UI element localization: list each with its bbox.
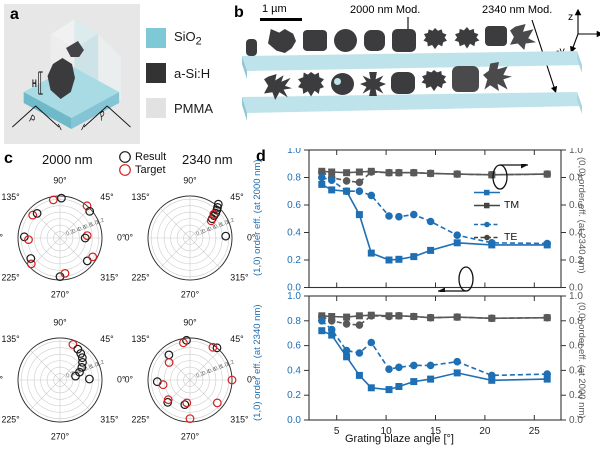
svg-text:225°: 225° <box>1 415 19 425</box>
svg-text:270°: 270° <box>181 289 199 299</box>
svg-text:315°: 315° <box>100 415 118 425</box>
svg-text:135°: 135° <box>1 192 19 202</box>
svg-text:z: z <box>568 11 573 23</box>
svg-text:270°: 270° <box>181 431 199 441</box>
svg-text:270°: 270° <box>51 431 69 441</box>
svg-text:90°: 90° <box>183 175 196 185</box>
svg-text:0.6: 0.6 <box>287 200 301 211</box>
svg-text:135°: 135° <box>1 334 19 344</box>
svg-text:135°: 135° <box>131 334 149 344</box>
svg-text:225°: 225° <box>131 415 149 425</box>
svg-text:H: H <box>32 77 37 89</box>
svg-text:180°: 180° <box>124 232 133 242</box>
svg-text:0.4: 0.4 <box>287 365 301 376</box>
svg-text:180°: 180° <box>0 232 3 242</box>
svg-text:90°: 90° <box>53 317 66 327</box>
svg-text:1.2: 1.2 <box>96 218 105 226</box>
svg-text:0.2: 0.2 <box>287 255 301 266</box>
svg-text:1.2: 1.2 <box>96 360 105 368</box>
svg-text:135°: 135° <box>131 192 149 202</box>
svg-text:0.8: 0.8 <box>287 316 301 327</box>
svg-text:45°: 45° <box>230 334 243 344</box>
svg-text:0.4: 0.4 <box>287 228 301 239</box>
svg-text:315°: 315° <box>100 273 118 283</box>
svg-text:315°: 315° <box>230 273 248 283</box>
svg-text:180°: 180° <box>124 374 133 384</box>
svg-text:0.8: 0.8 <box>287 173 301 184</box>
svg-text:1.0: 1.0 <box>287 148 301 156</box>
svg-text:5: 5 <box>334 426 340 437</box>
svg-text:1.2: 1.2 <box>226 360 235 368</box>
svg-text:270°: 270° <box>51 289 69 299</box>
svg-text:45°: 45° <box>100 192 113 202</box>
svg-text:225°: 225° <box>1 273 19 283</box>
svg-text:180°: 180° <box>0 374 3 384</box>
svg-text:90°: 90° <box>53 175 66 185</box>
svg-text:315°: 315° <box>230 415 248 425</box>
svg-text:1.2: 1.2 <box>226 218 235 226</box>
svg-text:45°: 45° <box>230 192 243 202</box>
svg-text:P: P <box>99 109 107 125</box>
svg-text:90°: 90° <box>183 317 196 327</box>
svg-text:0.6: 0.6 <box>287 341 301 352</box>
svg-text:0.0: 0.0 <box>287 415 301 426</box>
svg-text:225°: 225° <box>131 273 149 283</box>
svg-text:45°: 45° <box>100 334 113 344</box>
svg-text:1.0: 1.0 <box>287 291 301 302</box>
svg-text:20: 20 <box>479 426 491 437</box>
svg-text:P: P <box>28 112 36 128</box>
svg-text:25: 25 <box>529 426 541 437</box>
svg-text:0.2: 0.2 <box>287 390 301 401</box>
